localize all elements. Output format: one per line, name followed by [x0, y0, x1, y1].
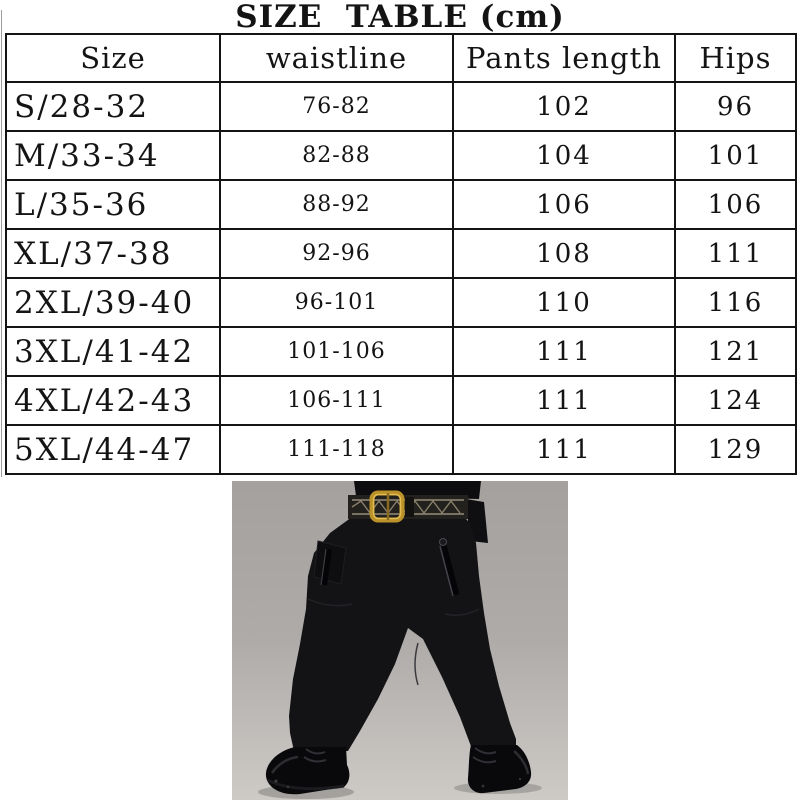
- cell-size: 3XL/41-42: [5, 326, 221, 377]
- cell-hips: 111: [674, 228, 797, 279]
- cell-hips: 129: [674, 424, 797, 475]
- right-boot-shape: [467, 745, 532, 794]
- table-row: 2XL/39-40 96-101 110 116: [5, 277, 797, 328]
- cell-pants-length: 111: [452, 375, 676, 426]
- cell-waistline: 101-106: [219, 326, 454, 377]
- model-photo-illustration: [232, 481, 568, 800]
- cell-pants-length: 106: [452, 179, 676, 230]
- belt-tip: [405, 497, 414, 517]
- table-row: L/35-36 88-92 106 106: [5, 179, 797, 230]
- cell-waistline: 82-88: [219, 130, 454, 181]
- cell-hips: 101: [674, 130, 797, 181]
- product-photo: [232, 481, 568, 800]
- cell-size: 4XL/42-43: [5, 375, 221, 426]
- table-row: 4XL/42-43 106-111 111 124: [5, 375, 797, 426]
- col-header-hips: Hips: [674, 33, 797, 83]
- hip-zipper: [320, 548, 332, 586]
- page-title: SIZE TABLE (cm): [235, 0, 565, 35]
- cell-size: L/35-36: [5, 179, 221, 230]
- cell-pants-length: 102: [452, 81, 676, 132]
- cell-pants-length: 111: [452, 326, 676, 377]
- cell-pants-length: 104: [452, 130, 676, 181]
- cell-size: 2XL/39-40: [5, 277, 221, 328]
- cell-pants-length: 108: [452, 228, 676, 279]
- cell-waistline: 106-111: [219, 375, 454, 426]
- col-header-size: Size: [5, 33, 221, 83]
- cell-pants-length: 110: [452, 277, 676, 328]
- table-row: M/33-34 82-88 104 101: [5, 130, 797, 181]
- table-row: S/28-32 76-82 102 96: [5, 81, 797, 132]
- thigh-zipper: [439, 538, 460, 597]
- cell-size: M/33-34: [5, 130, 221, 181]
- col-header-pants-length: Pants length: [452, 33, 676, 83]
- pants-shape: [289, 517, 516, 751]
- cell-hips: 116: [674, 277, 797, 328]
- table-row: 5XL/44-47 111-118 111 129: [5, 424, 797, 475]
- belt-buckle: [369, 490, 405, 523]
- col-header-waistline: waistline: [219, 33, 454, 83]
- size-table: Size waistline Pants length Hips S/28-32…: [5, 33, 797, 475]
- left-gridline: [1, 10, 2, 477]
- cell-hips: 96: [674, 81, 797, 132]
- cell-pants-length: 111: [452, 424, 676, 475]
- cell-hips: 106: [674, 179, 797, 230]
- table-row: XL/37-38 92-96 108 111: [5, 228, 797, 279]
- table-row: 3XL/41-42 101-106 111 121: [5, 326, 797, 377]
- cell-waistline: 111-118: [219, 424, 454, 475]
- cell-waistline: 92-96: [219, 228, 454, 279]
- header-row: Size waistline Pants length Hips: [5, 33, 797, 83]
- left-boot-shape: [265, 747, 350, 795]
- cell-size: 5XL/44-47: [5, 424, 221, 475]
- cell-hips: 121: [674, 326, 797, 377]
- cell-hips: 124: [674, 375, 797, 426]
- cell-waistline: 76-82: [219, 81, 454, 132]
- cell-size: S/28-32: [5, 81, 221, 132]
- pants-seam-lines: [307, 598, 480, 686]
- cell-waistline: 96-101: [219, 277, 454, 328]
- cell-waistline: 88-92: [219, 179, 454, 230]
- cell-size: XL/37-38: [5, 228, 221, 279]
